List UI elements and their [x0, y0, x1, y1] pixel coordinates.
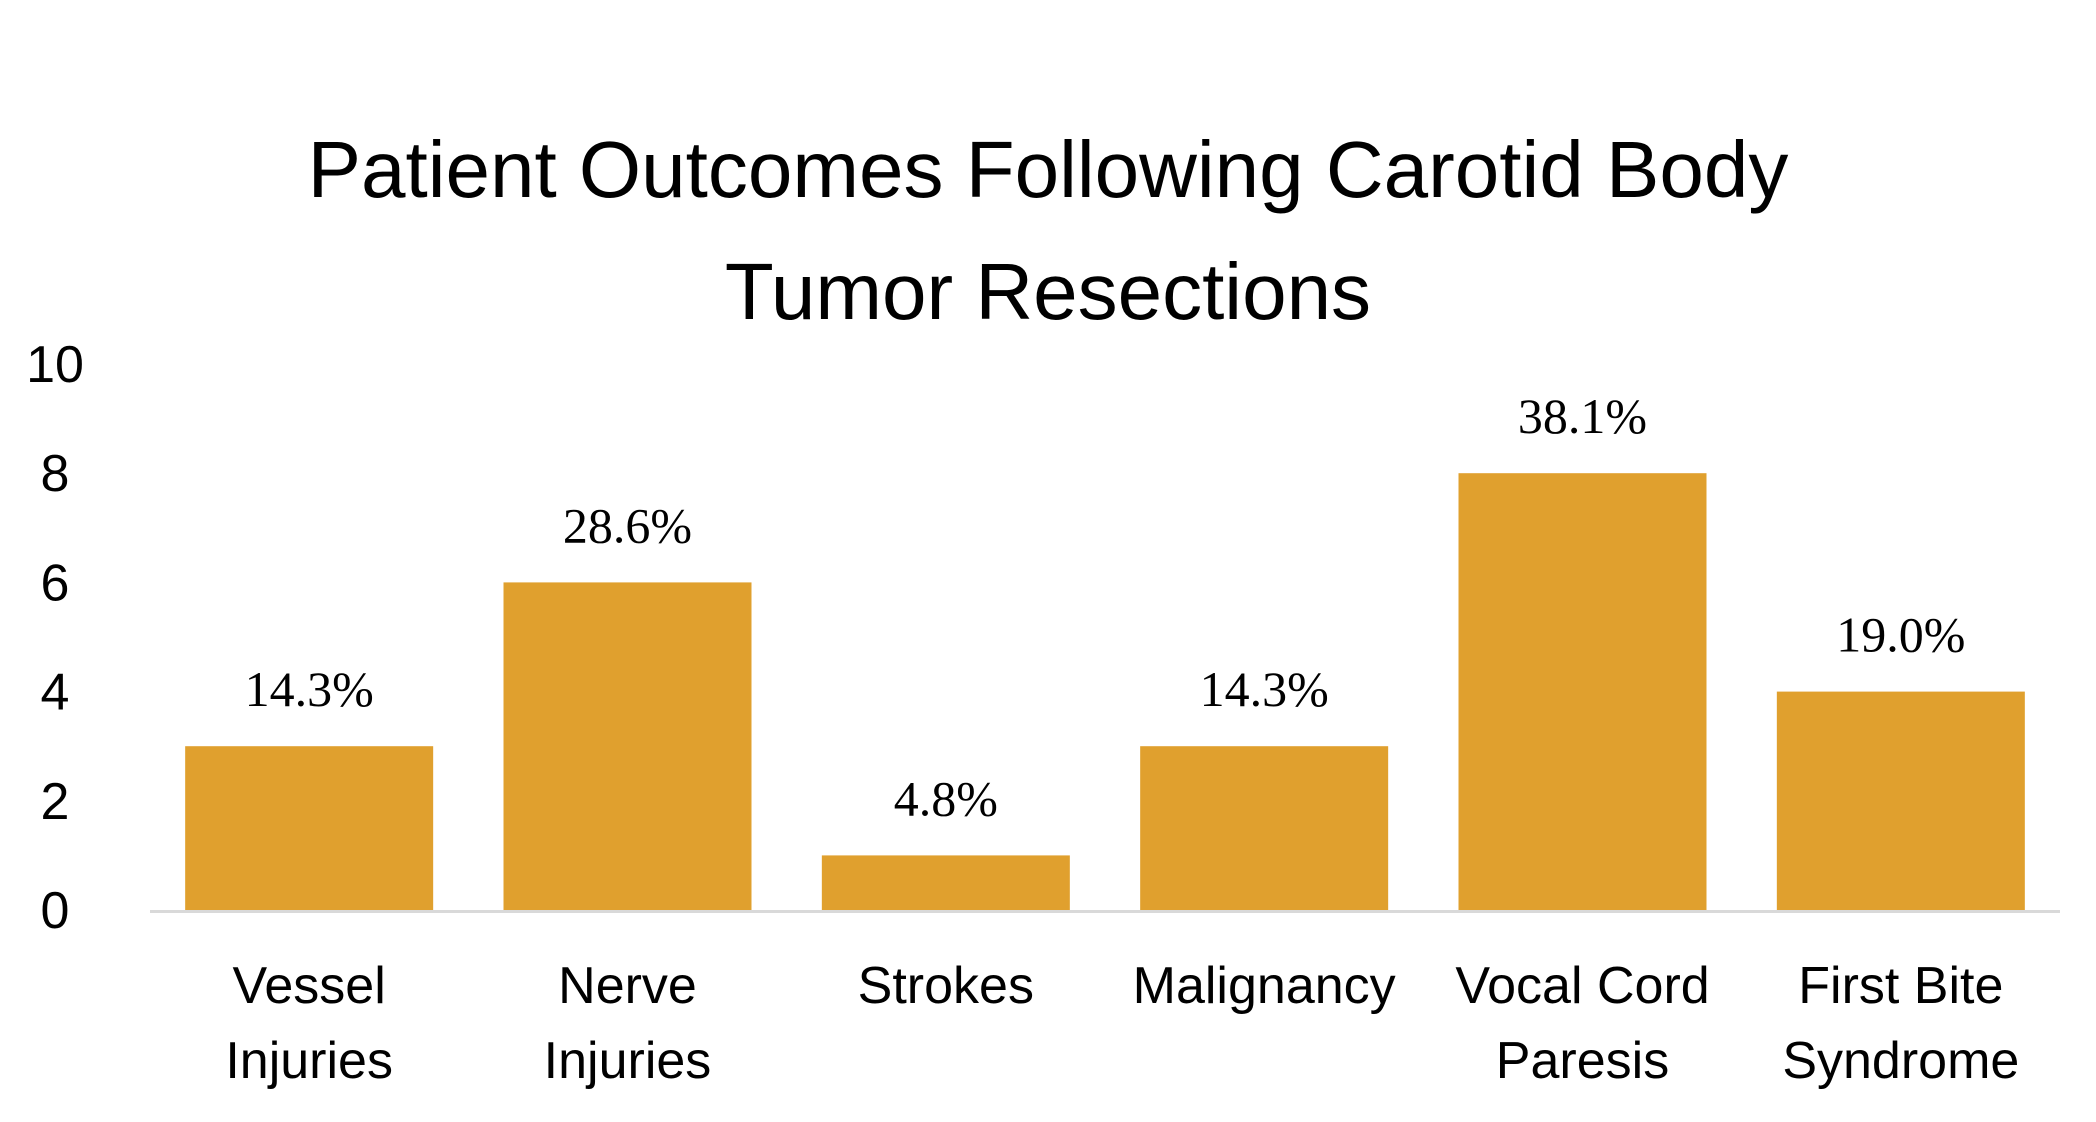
- data-label: 14.3%: [1200, 661, 1329, 717]
- x-category-label: Injuries: [225, 1032, 393, 1090]
- chart-title-line-1: Patient Outcomes Following Carotid Body: [307, 125, 1789, 214]
- bar: [1776, 691, 2025, 910]
- bar: [185, 746, 434, 910]
- data-label: 14.3%: [245, 661, 374, 717]
- data-labels: 14.3% 28.6% 4.8% 14.3% 38.1% 19.0%: [245, 388, 1966, 826]
- x-category-label: Malignancy: [1133, 957, 1396, 1015]
- x-category-label: Injuries: [544, 1032, 712, 1090]
- x-category-label: Syndrome: [1782, 1032, 2019, 1090]
- y-tick-label: 4: [41, 664, 70, 722]
- data-label: 4.8%: [894, 770, 998, 826]
- data-label: 38.1%: [1518, 388, 1647, 444]
- bars: [185, 473, 2025, 910]
- bar: [821, 855, 1070, 910]
- y-tick-label: 2: [41, 773, 70, 831]
- bar: [503, 582, 752, 910]
- x-category-label: Nerve: [558, 957, 697, 1015]
- x-category-label: Vocal Cord: [1455, 957, 1709, 1015]
- x-category-label: Strokes: [858, 957, 1034, 1015]
- x-category-label: First Bite: [1798, 957, 2003, 1015]
- data-label: 28.6%: [563, 497, 692, 553]
- bar: [1458, 473, 1707, 910]
- category-labels: Vessel Injuries Nerve Injuries Strokes Malign…: [225, 957, 2019, 1090]
- x-category-label: Vessel: [233, 957, 386, 1015]
- y-tick-label: 8: [41, 445, 70, 503]
- x-category-label: Paresis: [1496, 1032, 1669, 1090]
- data-label: 19.0%: [1836, 607, 1965, 663]
- y-tick-label: 10: [26, 336, 84, 394]
- chart-title-line-2: Tumor Resections: [724, 247, 1372, 336]
- bar: [1140, 746, 1389, 910]
- y-tick-label: 0: [41, 882, 70, 940]
- y-tick-label: 6: [41, 554, 70, 612]
- y-axis-ticks: 0 2 4 6 8 10: [26, 336, 84, 940]
